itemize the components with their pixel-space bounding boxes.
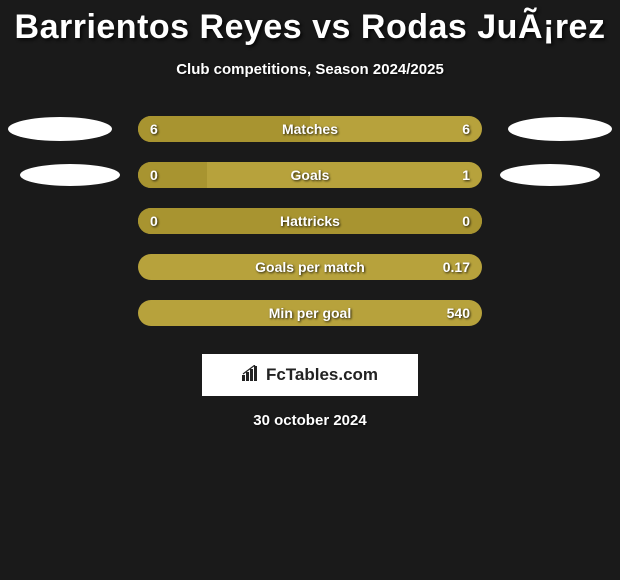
stat-bar-left-fill	[138, 162, 207, 188]
team-badge-right	[508, 117, 612, 141]
logo-text: FcTables.com	[266, 365, 378, 385]
date: 30 october 2024	[0, 412, 620, 429]
stat-value-right: 1	[462, 167, 470, 183]
stat-label: Goals per match	[255, 259, 365, 275]
stat-label: Goals	[291, 167, 330, 183]
stat-label: Hattricks	[280, 213, 340, 229]
stat-value-right: 540	[447, 305, 470, 321]
stat-row: 6 6 Matches	[0, 106, 620, 152]
stat-row: 0 1 Goals	[0, 152, 620, 198]
stat-label: Min per goal	[269, 305, 351, 321]
page-title: Barrientos Reyes vs Rodas JuÃ¡rez	[0, 0, 620, 47]
team-badge-right	[500, 164, 600, 186]
stat-row: 0 0 Hattricks	[0, 198, 620, 244]
stat-value-left: 6	[150, 121, 158, 137]
stat-value-right: 6	[462, 121, 470, 137]
stat-value-left: 0	[150, 213, 158, 229]
stat-label: Matches	[282, 121, 338, 137]
logo-box[interactable]: FcTables.com	[202, 354, 418, 396]
stat-value-right: 0	[462, 213, 470, 229]
stat-value-right: 0.17	[443, 259, 470, 275]
team-badge-left	[8, 117, 112, 141]
subtitle: Club competitions, Season 2024/2025	[0, 61, 620, 78]
stat-row: 0.17 Goals per match	[0, 244, 620, 290]
stat-row: 540 Min per goal	[0, 290, 620, 336]
logo: FcTables.com	[242, 365, 378, 386]
chart-icon	[242, 365, 262, 386]
stat-value-left: 0	[150, 167, 158, 183]
team-badge-left	[20, 164, 120, 186]
stats-area: 6 6 Matches 0 1 Goals 0 0 Hattricks 0.17 Goals per…	[0, 106, 620, 336]
